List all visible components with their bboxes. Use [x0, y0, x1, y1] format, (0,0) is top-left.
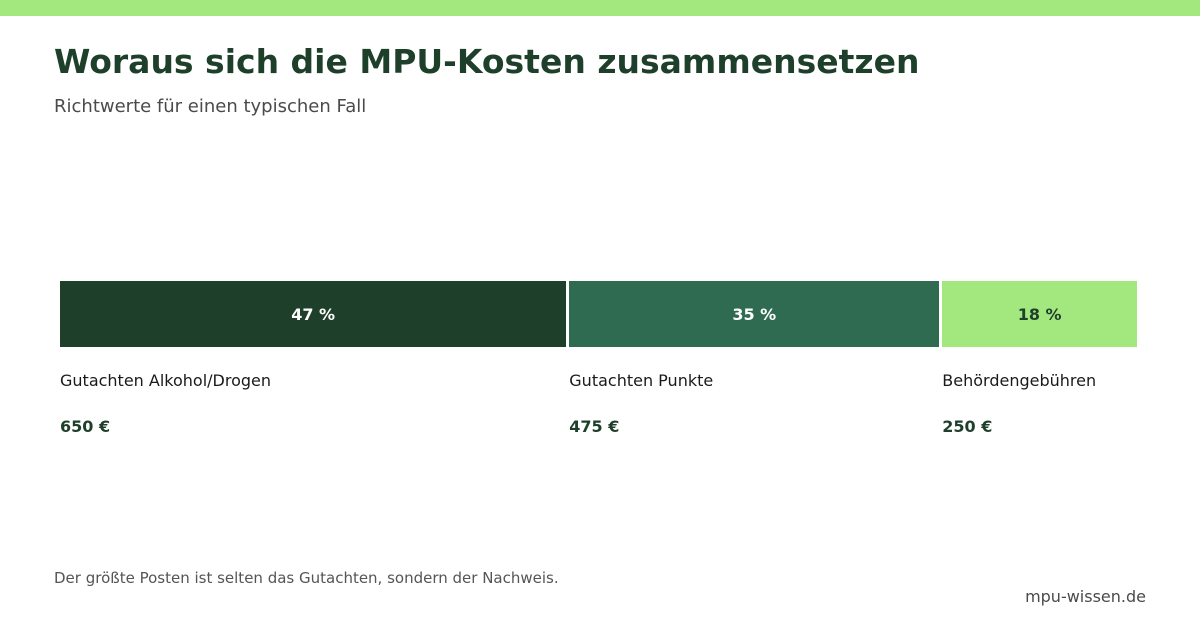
percent-label: 47 % [291, 304, 336, 324]
chart-title: Woraus sich die MPU-Kosten zusammensetze… [54, 42, 920, 81]
category-label: Gutachten Punkte [569, 371, 714, 390]
chart-subtitle: Richtwerte für einen typischen Fall [54, 96, 367, 117]
top-accent-bar [0, 0, 1200, 16]
value-label: 650 € [60, 417, 111, 436]
percent-label: 18 % [1017, 304, 1062, 324]
percent-label: 35 % [732, 304, 777, 324]
category-label: Gutachten Alkohol/Drogen [60, 371, 272, 390]
value-label: 475 € [569, 417, 620, 436]
bar-segment-3: 18 % [942, 281, 1137, 347]
source-label: mpu-wissen.de [1025, 587, 1146, 606]
footnote: Der größte Posten ist selten das Gutacht… [54, 569, 559, 587]
category-label: Behördengebühren [942, 371, 1097, 390]
value-label: 250 € [942, 417, 993, 436]
bar-segment-1: 47 % [60, 281, 567, 347]
bar-segment-2: 35 % [569, 281, 940, 347]
